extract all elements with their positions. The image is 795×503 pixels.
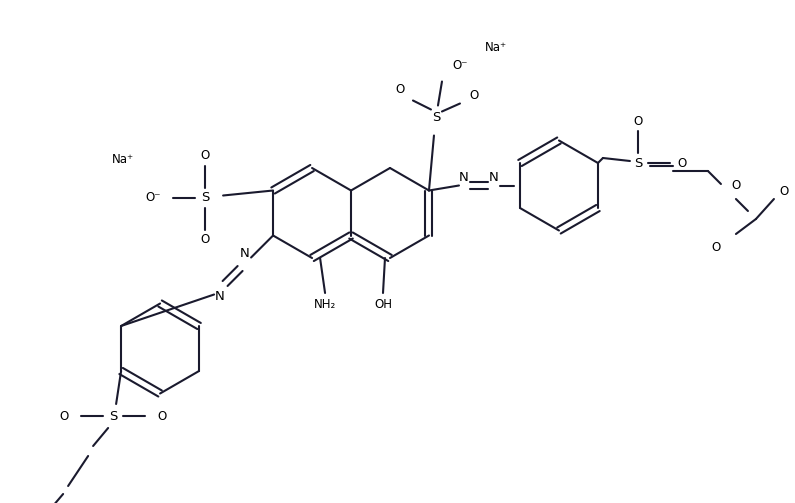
Text: O: O <box>712 240 720 254</box>
Text: O⁻: O⁻ <box>452 59 467 72</box>
Text: N: N <box>240 247 250 260</box>
Text: N: N <box>459 171 469 184</box>
Text: S: S <box>634 156 642 170</box>
Text: S: S <box>201 191 209 204</box>
Text: OH: OH <box>374 297 392 310</box>
Text: O: O <box>779 185 789 198</box>
Text: O: O <box>469 89 479 102</box>
Text: O⁻: O⁻ <box>145 191 161 204</box>
Text: O: O <box>731 179 740 192</box>
Text: N: N <box>489 171 498 184</box>
Text: Na⁺: Na⁺ <box>112 153 134 166</box>
Text: O: O <box>677 156 687 170</box>
Text: O: O <box>395 83 405 96</box>
Text: N: N <box>215 290 225 303</box>
Text: O: O <box>200 233 210 246</box>
Text: O: O <box>634 115 642 127</box>
Text: S: S <box>109 409 118 423</box>
Text: O: O <box>157 409 166 423</box>
Text: O: O <box>60 409 69 423</box>
Text: NH₂: NH₂ <box>314 297 336 310</box>
Text: O: O <box>200 149 210 162</box>
Text: Na⁺: Na⁺ <box>485 41 507 54</box>
Text: S: S <box>432 111 440 124</box>
